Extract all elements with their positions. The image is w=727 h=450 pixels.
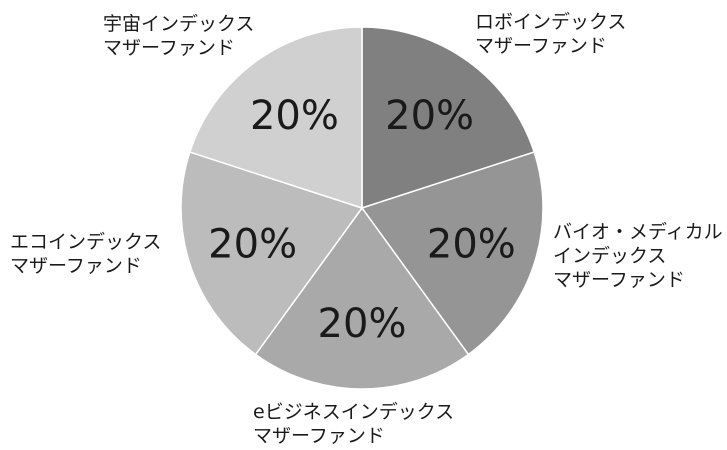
pie-slice-1 <box>361 26 536 210</box>
pie-value-label-3: 20% <box>318 301 407 347</box>
pie-category-label-1-line-2: マザーファンド <box>475 35 607 57</box>
pie-category-label-2-line-3: マザーファンド <box>553 269 685 291</box>
pie-category-label-4: エコインデックスマザーファンド <box>10 231 161 277</box>
pie-value-labels: 20% 20% 20% 20% 20% <box>208 93 516 347</box>
pie-category-label-5: 宇宙インデックスマザーファンド <box>103 13 254 59</box>
pie-category-label-2-line-1: バイオ・メディカル <box>553 221 723 243</box>
pie-slices <box>180 26 544 390</box>
pie-category-label-1-line-1: ロボインデックス <box>475 11 626 33</box>
pie-category-label-3-line-2: マザーファンド <box>253 425 385 447</box>
pie-category-label-5-line-1: 宇宙インデックス <box>103 13 254 35</box>
pie-value-label-2: 20% <box>427 222 516 268</box>
pie-value-label-4: 20% <box>208 222 297 268</box>
pie-value-label-5: 20% <box>250 93 339 139</box>
pie-slice-2 <box>360 151 544 356</box>
pie-slice-5 <box>188 26 363 210</box>
pie-category-label-1: ロボインデックスマザーファンド <box>475 11 626 57</box>
pie-category-labels: ロボインデックスマザーファンドバイオ・メディカルインデックスマザーファンドeビジ… <box>10 11 723 447</box>
pie-category-label-3: eビジネスインデックスマザーファンド <box>253 401 454 447</box>
pie-category-label-2-line-2: インデックス <box>553 245 666 267</box>
pie-slice-4 <box>180 151 364 356</box>
pie-category-label-5-line-2: マザーファンド <box>103 37 235 59</box>
pie-value-label-1: 20% <box>385 93 474 139</box>
pie-category-label-4-line-2: マザーファンド <box>10 255 142 277</box>
pie-category-label-3-line-1: eビジネスインデックス <box>253 401 454 423</box>
pie-category-label-2: バイオ・メディカルインデックスマザーファンド <box>553 221 723 291</box>
pie-slice-3 <box>254 206 470 390</box>
pie-category-label-4-line-1: エコインデックス <box>10 231 161 253</box>
